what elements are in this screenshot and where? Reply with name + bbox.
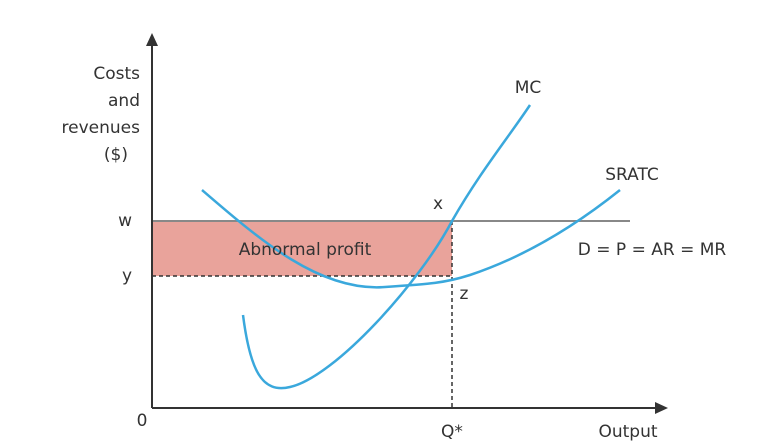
y-axis-label: ($) (104, 145, 128, 165)
y-arrow (146, 33, 158, 46)
x-axis-label: Output (598, 422, 657, 442)
mc-curve (241, 104, 532, 390)
point-label: z (460, 284, 469, 304)
quantity-label: Q* (441, 422, 463, 442)
mc-label: MC (515, 78, 542, 98)
origin-label: 0 (137, 411, 148, 431)
y-axis-label: and (108, 91, 140, 111)
y-axis-label: Costs (93, 64, 140, 84)
sratc-label: SRATC (605, 165, 658, 185)
sratc-curve (201, 189, 621, 289)
level-label: w (118, 211, 132, 231)
point-label: x (433, 194, 443, 214)
y-axis-label: revenues (62, 118, 141, 138)
area-label: Abnormal profit (239, 240, 372, 260)
demand-label: D = P = AR = MR (578, 240, 727, 260)
level-label: y (122, 266, 132, 286)
x-arrow (655, 402, 668, 414)
